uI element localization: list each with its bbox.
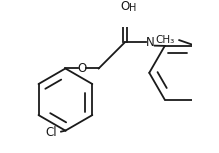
Text: CH₃: CH₃	[156, 35, 175, 45]
Text: Cl: Cl	[45, 126, 57, 139]
Text: H: H	[129, 3, 137, 13]
Text: N: N	[146, 36, 155, 49]
Text: O: O	[120, 0, 129, 13]
Text: O: O	[77, 62, 87, 75]
